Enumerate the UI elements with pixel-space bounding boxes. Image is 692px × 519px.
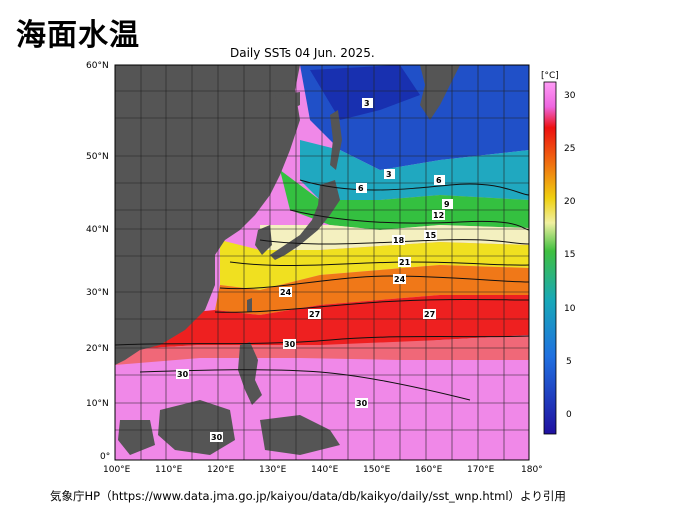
svg-text:21: 21 <box>399 258 411 267</box>
lon-tick: 170°E <box>467 465 495 475</box>
lat-tick: 20°N <box>86 344 109 354</box>
svg-text:18: 18 <box>393 236 405 245</box>
colorbar-tick: 5 <box>566 357 572 367</box>
map-title: Daily SSTs 04 Jun. 2025. <box>230 46 375 60</box>
svg-text:6: 6 <box>358 184 364 193</box>
lon-tick: 140°E <box>311 465 339 475</box>
contour-label: 27 <box>308 309 321 319</box>
colorbar-tick: 20 <box>564 197 576 207</box>
contour-label: 24 <box>279 287 292 297</box>
contour-label: 30 <box>210 432 223 442</box>
colorbar-tick: 10 <box>564 304 576 314</box>
colorbar-unit: [°C] <box>541 71 559 81</box>
lon-tick: 130°E <box>259 465 287 475</box>
contour-label: 3 <box>362 98 373 108</box>
lat-axis: 60°N 50°N 40°N 30°N 20°N 10°N 0° <box>86 61 110 462</box>
lon-tick: 100°E <box>103 465 131 475</box>
svg-text:12: 12 <box>433 211 444 220</box>
contour-label: 24 <box>393 274 406 284</box>
contour-label: 12 <box>432 210 445 220</box>
lon-axis: 100°E 110°E 120°E 130°E 140°E 150°E 160°… <box>103 465 543 475</box>
contour-label: 27 <box>423 309 436 319</box>
lat-tick: 40°N <box>86 225 109 235</box>
contour-label: 9 <box>442 199 453 209</box>
lat-tick: 0° <box>100 452 110 462</box>
contour-label: 15 <box>424 230 437 240</box>
svg-text:27: 27 <box>424 310 435 319</box>
lon-tick: 160°E <box>415 465 443 475</box>
svg-text:30: 30 <box>284 340 296 349</box>
lon-tick: 110°E <box>155 465 183 475</box>
contour-label: 30 <box>176 369 189 379</box>
map-frame <box>114 64 530 461</box>
svg-text:3: 3 <box>364 99 370 108</box>
contour-label: 18 <box>392 235 405 245</box>
source-credit: 気象庁HP（https://www.data.jma.go.jp/kaiyou/… <box>50 489 566 503</box>
lon-tick: 120°E <box>207 465 235 475</box>
contour-label: 3 <box>384 169 395 179</box>
contour-label: 21 <box>398 257 411 267</box>
lat-tick: 50°N <box>86 152 109 162</box>
contour-label: 30 <box>283 339 296 349</box>
lon-tick: 180° <box>521 465 543 475</box>
svg-text:30: 30 <box>356 399 368 408</box>
svg-text:27: 27 <box>309 310 320 319</box>
svg-text:30: 30 <box>211 433 223 442</box>
svg-text:24: 24 <box>280 288 292 297</box>
svg-text:24: 24 <box>394 275 406 284</box>
contour-label: 6 <box>434 175 445 185</box>
svg-text:30: 30 <box>177 370 189 379</box>
contour-labels: 3 3 6 6 9 12 15 18 21 24 24 27 27 30 30 … <box>176 98 453 442</box>
lat-tick: 10°N <box>86 399 109 409</box>
contour-label: 6 <box>356 183 367 193</box>
lat-tick: 30°N <box>86 288 109 298</box>
colorbar-tick: 25 <box>564 144 575 154</box>
svg-text:6: 6 <box>436 176 442 185</box>
svg-text:15: 15 <box>425 231 437 240</box>
lat-tick: 60°N <box>86 61 109 71</box>
colorbar-tick: 0 <box>566 410 572 420</box>
colorbar: [°C] 30 25 20 15 10 5 0 <box>541 71 576 435</box>
svg-text:9: 9 <box>444 200 450 209</box>
lon-tick: 150°E <box>363 465 391 475</box>
page-title: 海面水温 <box>16 18 140 53</box>
svg-text:3: 3 <box>386 170 392 179</box>
colorbar-tick: 30 <box>564 91 576 101</box>
contour-label: 30 <box>355 398 368 408</box>
colorbar-tick: 15 <box>564 250 575 260</box>
